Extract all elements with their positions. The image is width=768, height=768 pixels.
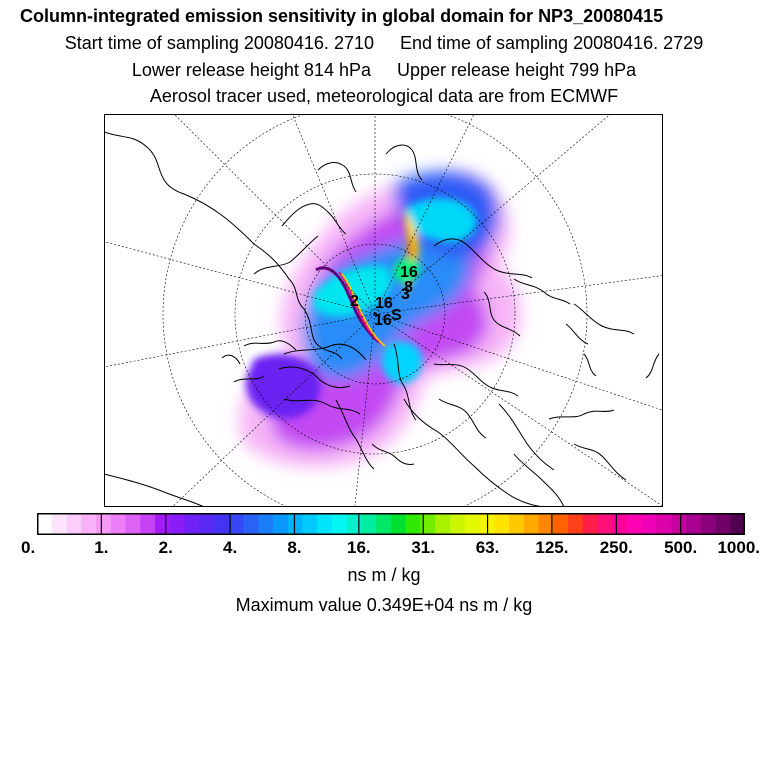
colorbar-swatch	[169, 513, 186, 535]
colorbar-swatch	[51, 513, 68, 535]
colorbar-tick-label: 500.	[664, 538, 698, 557]
start-time-label: Start time of sampling 20080416. 2710	[64, 33, 374, 53]
coastlines	[104, 131, 660, 507]
colorbar-tick-label: 16.	[346, 538, 371, 557]
colorbar-swatch	[494, 513, 510, 535]
colorbar-swatch	[273, 513, 289, 535]
colorbar-swatch	[361, 513, 377, 535]
colorbar-swatch	[140, 513, 156, 535]
colorbar-swatch	[37, 513, 53, 535]
sensitivity-plume	[239, 170, 522, 468]
colorbar-swatch	[730, 513, 745, 535]
colorbar-swatch	[184, 513, 200, 535]
colorbar-swatch	[464, 513, 481, 535]
colorbar-swatch	[420, 513, 436, 535]
colorbar-swatch	[597, 513, 613, 535]
tracer-info: Aerosol tracer used, meteorological data…	[149, 86, 619, 106]
plume-contour-labels: 2 16 8 16 3 S 16	[350, 264, 418, 329]
end-time-label: End time of sampling 20080416. 2729	[399, 33, 704, 53]
contour-label: 2	[350, 293, 359, 310]
contour-label: 3	[401, 286, 410, 303]
colorbar-swatch	[553, 513, 569, 535]
colorbar-tick-label: 1000.	[717, 538, 760, 557]
contour-label: S	[391, 307, 402, 324]
colorbar-swatch	[671, 513, 687, 535]
colorbar-swatch	[96, 513, 112, 535]
colorbar-swatch	[538, 513, 554, 535]
colorbar-swatch	[258, 513, 274, 535]
colorbar-swatch	[199, 513, 215, 535]
colorbar-swatch	[125, 513, 141, 535]
colorbar-tick-label: 4.	[222, 538, 238, 557]
colorbar-swatch	[715, 513, 731, 535]
plot-title: Column-integrated emission sensitivity i…	[20, 6, 664, 26]
colorbar-swatch	[228, 513, 245, 535]
colorbar-swatch	[435, 513, 451, 535]
colorbar-swatch	[509, 513, 525, 535]
colorbar-tick-label: 0.	[21, 538, 36, 557]
colorbar-border	[37, 513, 745, 535]
contour-label: 16	[400, 264, 418, 281]
colorbar-swatch	[686, 513, 702, 535]
colorbar-swatch	[243, 513, 259, 535]
colorbar-swatch	[376, 513, 392, 535]
colorbar-swatch	[287, 513, 304, 535]
colorbar-swatch	[81, 513, 97, 535]
colorbar-swatch	[66, 513, 82, 535]
lower-height-label: Lower release height 814 hPa	[131, 60, 371, 80]
colorbar-swatch	[317, 513, 333, 535]
colorbar-tick-label: 63.	[475, 538, 500, 557]
colorbar-swatch	[627, 513, 643, 535]
colorbar-swatch	[523, 513, 540, 535]
colorbar-tick-label: 31.	[411, 538, 435, 557]
colorbar-swatch	[405, 513, 422, 535]
colorbar-swatch	[110, 513, 127, 535]
contour-label: 16	[374, 312, 392, 329]
colorbar	[37, 513, 745, 535]
upper-height-label: Upper release height 799 hPa	[397, 60, 637, 80]
colorbar-swatch	[214, 513, 230, 535]
colorbar-swatch	[155, 513, 171, 535]
colorbar-swatch	[641, 513, 658, 535]
colorbar-tick-label: 8.	[287, 538, 302, 557]
colorbar-swatch	[612, 513, 628, 535]
colorbar-swatch	[332, 513, 348, 535]
lat-lon-grid	[104, 114, 663, 507]
colorbar-tick-label: 2.	[158, 538, 173, 557]
colorbar-swatch	[450, 513, 466, 535]
colorbar-swatch	[700, 513, 717, 535]
colorbar-tick-label: 250.	[599, 538, 633, 557]
release-height-line: Lower release height 814 hPa Upper releas…	[0, 60, 768, 81]
contour-label: 16	[375, 295, 393, 312]
colorbar-swatch	[346, 513, 363, 535]
colorbar-units: ns m / kg	[347, 565, 421, 585]
colorbar-swatch	[656, 513, 672, 535]
colorbar-swatch	[391, 513, 407, 535]
polar-map: 2 16 8 16 3 S 16	[104, 114, 663, 507]
contour-label: 8	[404, 279, 413, 296]
sampling-time-line: Start time of sampling 20080416. 2710 End…	[0, 33, 768, 54]
colorbar-tick-label: 125.	[535, 538, 569, 557]
colorbar-tick-label: 1.	[94, 538, 109, 557]
colorbar-swatch	[302, 513, 318, 535]
colorbar-swatch	[568, 513, 584, 535]
colorbar-swatch	[582, 513, 599, 535]
maximum-value-label: Maximum value 0.349E+04 ns m / kg	[235, 595, 533, 615]
